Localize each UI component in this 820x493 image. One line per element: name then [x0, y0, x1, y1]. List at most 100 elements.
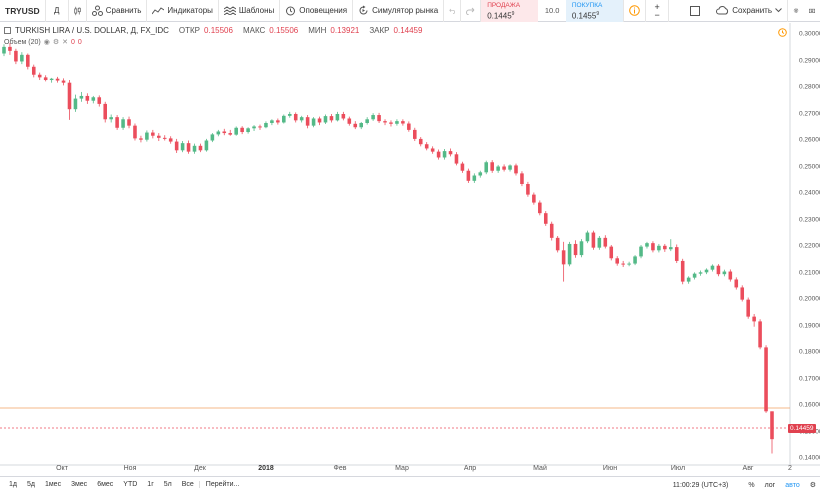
candle-body: [710, 265, 715, 270]
plus-icon[interactable]: +: [654, 1, 660, 12]
settings-button[interactable]: [788, 0, 804, 22]
compare-button[interactable]: Сравнить: [87, 0, 148, 22]
range-button[interactable]: YTD: [123, 481, 138, 488]
range-button[interactable]: 6мес: [97, 481, 114, 488]
fullscreen-checkbox[interactable]: [685, 0, 705, 22]
volume-label: Объем (20): [4, 38, 41, 46]
last-price-badge: 0.14459: [788, 424, 816, 433]
volume-value-1: 0: [70, 38, 75, 46]
candle-body: [198, 145, 203, 151]
info-button[interactable]: [623, 0, 647, 22]
chart-legend: TURKISH LIRA / U.S. DOLLAR, Д, FX_IDC ОТ…: [4, 26, 422, 35]
candle-body: [109, 117, 113, 120]
candle-body: [740, 287, 745, 300]
candle-body: [389, 122, 393, 124]
candle-body: [526, 184, 530, 195]
time-tick-label: 2: [788, 465, 792, 472]
range-button[interactable]: 5д: [26, 481, 35, 488]
replay-icon: [359, 5, 368, 15]
candle-body: [674, 247, 679, 261]
volume-settings-icon[interactable]: ⚙: [52, 39, 60, 46]
range-buttons: 1д 5д 1мес 3мес 6мес YTD 1г 5л Все: [0, 481, 199, 488]
redo-button[interactable]: [461, 0, 482, 22]
chart-style-button[interactable]: [69, 0, 87, 22]
candle-body: [26, 54, 30, 67]
candle-body: [377, 115, 381, 122]
candle-body: [287, 113, 292, 116]
candle-body: [347, 118, 352, 124]
candle-body: [329, 116, 334, 121]
candle-body: [734, 279, 739, 288]
sell-value: 0.14459: [487, 10, 515, 21]
auto-toggle[interactable]: авто: [785, 481, 800, 489]
candle-body: [407, 123, 411, 130]
range-button[interactable]: 1мес: [44, 481, 62, 488]
replay-label: Симулятор рынка: [372, 6, 439, 15]
time-tick-label: Окт: [56, 465, 68, 472]
alerts-button[interactable]: Оповещения: [280, 0, 354, 22]
range-button[interactable]: Все: [181, 481, 194, 488]
log-toggle[interactable]: лог: [764, 481, 776, 489]
plus-minus-buttons[interactable]: + −: [646, 0, 670, 22]
range-button[interactable]: 3мес: [71, 481, 88, 488]
candle-body: [460, 163, 465, 171]
candle-body: [145, 132, 149, 140]
candle-body: [561, 250, 566, 265]
candle-body: [758, 321, 762, 348]
minus-icon[interactable]: −: [654, 9, 660, 20]
candle-body: [496, 166, 500, 171]
candle-body: [168, 138, 173, 142]
candle-body: [633, 256, 637, 264]
interval-button[interactable]: Д: [46, 0, 69, 22]
templates-button[interactable]: Шаблоны: [219, 0, 281, 22]
sell-price-button[interactable]: ПРОДАЖА 0.14459: [481, 0, 539, 22]
collapse-square-icon[interactable]: [4, 27, 11, 34]
undo-button[interactable]: [444, 0, 462, 22]
chart-pane[interactable]: [0, 23, 820, 475]
cloud-icon: [716, 6, 729, 15]
price-chart[interactable]: [0, 23, 820, 475]
candle-body: [609, 246, 614, 259]
save-label: Сохранить: [732, 6, 772, 15]
candle-body: [186, 143, 191, 152]
symbol-search-button[interactable]: TRYUSD: [0, 0, 46, 22]
candle-body: [335, 113, 340, 121]
replay-button[interactable]: Симулятор рынка: [353, 0, 445, 22]
sell-label: ПРОДАЖА: [487, 1, 521, 9]
buy-price-button[interactable]: ПОКУПКА 0.14559: [565, 0, 624, 22]
candle-body: [573, 243, 578, 256]
candles-icon: [74, 6, 81, 15]
candle-body: [139, 138, 143, 140]
candle-body: [180, 143, 185, 151]
alert-clock-icon[interactable]: [778, 28, 787, 37]
candle-body: [591, 232, 596, 248]
eye-icon[interactable]: ◉: [43, 39, 50, 46]
candle-body: [240, 127, 244, 133]
candle-body: [115, 117, 119, 128]
candle-body: [448, 151, 453, 155]
candle-body: [478, 172, 483, 176]
clock[interactable]: 11:00:29 (UTC+3): [672, 481, 729, 489]
goto-button[interactable]: Перейти...: [198, 481, 246, 488]
range-button[interactable]: 1г: [147, 481, 154, 488]
candle-body: [192, 145, 197, 152]
snapshot-button[interactable]: [804, 0, 820, 22]
percent-toggle[interactable]: %: [748, 481, 755, 489]
save-button[interactable]: Сохранить: [711, 0, 788, 22]
close-icon[interactable]: ✕: [62, 39, 68, 46]
candle-body: [282, 115, 286, 123]
time-tick-label: Дек: [194, 465, 206, 472]
range-button[interactable]: 5л: [163, 481, 172, 488]
low-label: МИН: [308, 26, 327, 35]
gear-icon[interactable]: ⚙: [809, 482, 816, 489]
time-tick-label: Фев: [333, 465, 347, 472]
candle-body: [669, 247, 673, 250]
candle-body: [430, 148, 435, 152]
candle-body: [722, 271, 727, 275]
range-button[interactable]: 1д: [9, 481, 17, 488]
indicators-button[interactable]: Индикаторы: [147, 0, 219, 22]
